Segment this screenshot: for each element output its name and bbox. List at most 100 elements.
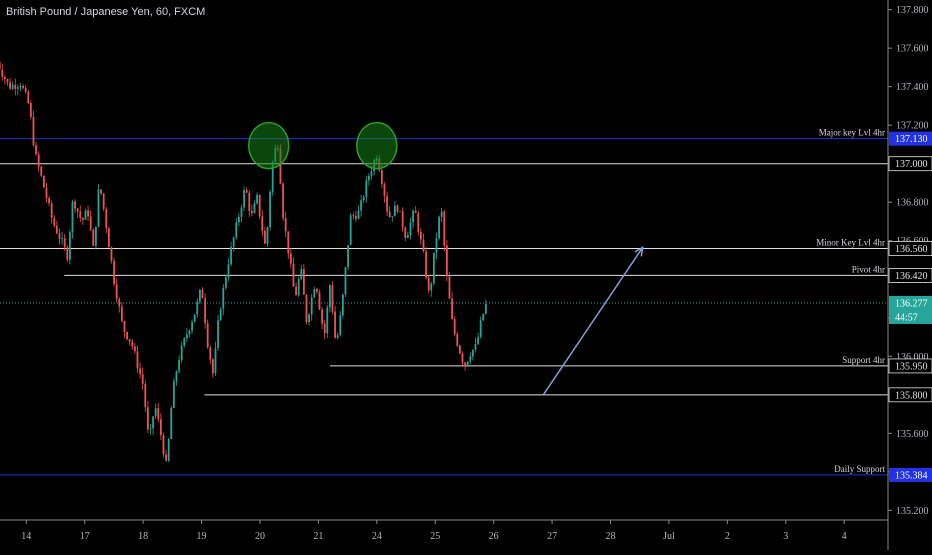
candle-body <box>419 231 422 240</box>
candle-body <box>222 287 225 309</box>
candle-body <box>266 227 269 244</box>
candle-body <box>144 383 147 408</box>
candle-body <box>48 198 50 204</box>
candle-body <box>76 208 79 212</box>
candle-body <box>263 230 266 244</box>
candle-body <box>45 187 48 199</box>
candle-body <box>334 311 336 338</box>
candle-body <box>232 237 235 247</box>
candle-body <box>6 79 9 83</box>
candle-body <box>321 309 323 324</box>
candle-body <box>126 331 128 340</box>
candle-body <box>469 356 472 362</box>
candle-body <box>354 215 357 219</box>
x-tick-label: 26 <box>489 531 499 542</box>
candle-body <box>209 347 212 360</box>
candle-body <box>412 210 414 223</box>
candle-body <box>22 85 24 89</box>
candle-body <box>253 203 256 213</box>
candle-body <box>482 313 485 321</box>
y-tick-label: 137.400 <box>896 82 929 93</box>
y-tick-label: 135.600 <box>896 429 929 440</box>
candle-body <box>133 346 136 352</box>
candle-body <box>328 285 331 308</box>
candle-body <box>14 84 17 89</box>
candle-body <box>29 103 32 118</box>
countdown-label: 44:57 <box>895 312 918 323</box>
candle-body <box>50 203 53 218</box>
candle-body <box>308 314 310 323</box>
candle-body <box>240 207 243 217</box>
candle-body <box>180 345 183 360</box>
candle-body <box>271 161 274 192</box>
level-label: Major key Lvl 4hr <box>819 128 885 138</box>
candle-body <box>170 407 173 440</box>
candle-body <box>115 283 118 300</box>
level-label: Pivot 4hr <box>852 264 885 274</box>
candle-body <box>445 245 448 277</box>
candle-body <box>315 288 318 292</box>
candle-body <box>11 84 14 89</box>
candle-body <box>360 200 362 211</box>
candle-body <box>414 210 417 214</box>
candle-body <box>471 349 474 357</box>
candle-body <box>35 145 37 155</box>
candle-body <box>339 315 342 336</box>
candle-body <box>279 148 282 184</box>
x-tick-label: 27 <box>547 531 557 542</box>
candle-body <box>344 267 347 295</box>
candle-body <box>128 339 131 342</box>
candle-body <box>198 289 201 302</box>
candle-body <box>365 180 368 198</box>
candle-body <box>53 217 56 226</box>
candle-body <box>113 260 115 284</box>
x-tick-label: 4 <box>842 531 847 542</box>
candle-body <box>66 247 69 260</box>
candle-body <box>214 348 217 374</box>
candle-body <box>401 211 404 228</box>
candle-body <box>152 416 154 429</box>
candle-body <box>331 285 334 312</box>
x-tick-label: 24 <box>372 531 382 542</box>
candle-body <box>386 196 388 212</box>
y-tick-label: 137.800 <box>896 5 929 16</box>
x-tick-label: 3 <box>783 531 788 542</box>
candle-body <box>456 334 459 346</box>
candle-body <box>206 323 209 348</box>
level-label: Minor Key Lvl 4hr <box>816 237 885 247</box>
candle-body <box>188 330 191 335</box>
candle-body <box>9 82 11 89</box>
candle-body <box>440 211 443 217</box>
candle-body <box>464 362 466 367</box>
candle-body <box>422 239 425 252</box>
candle-body <box>409 222 412 236</box>
candle-body <box>185 334 188 339</box>
y-tick-label: 137.600 <box>896 44 929 55</box>
candle-body <box>479 320 482 338</box>
candle-body <box>430 283 433 291</box>
level-tag-label: 135.800 <box>895 390 928 401</box>
candle-body <box>243 190 245 208</box>
candle-body <box>380 170 383 184</box>
candle-body <box>367 175 370 181</box>
candle-body <box>230 246 232 265</box>
candle-body <box>37 154 40 167</box>
candle-body <box>393 205 396 217</box>
candle-body <box>237 216 240 223</box>
candle-body <box>100 189 102 194</box>
candle-body <box>466 361 469 367</box>
level-tag-label: 137.130 <box>895 134 928 145</box>
candle-body <box>318 291 321 310</box>
candle-body <box>42 175 45 188</box>
candle-body <box>141 374 144 384</box>
candle-body <box>425 251 427 278</box>
y-tick-label: 136.800 <box>896 198 929 209</box>
candle-body <box>172 381 175 408</box>
level-tag-label: 135.950 <box>895 361 928 372</box>
candle-body <box>19 85 22 88</box>
candle-body <box>196 301 199 315</box>
level-label: Daily Support <box>834 464 885 474</box>
candle-body <box>336 335 339 338</box>
candle-body <box>107 228 110 248</box>
